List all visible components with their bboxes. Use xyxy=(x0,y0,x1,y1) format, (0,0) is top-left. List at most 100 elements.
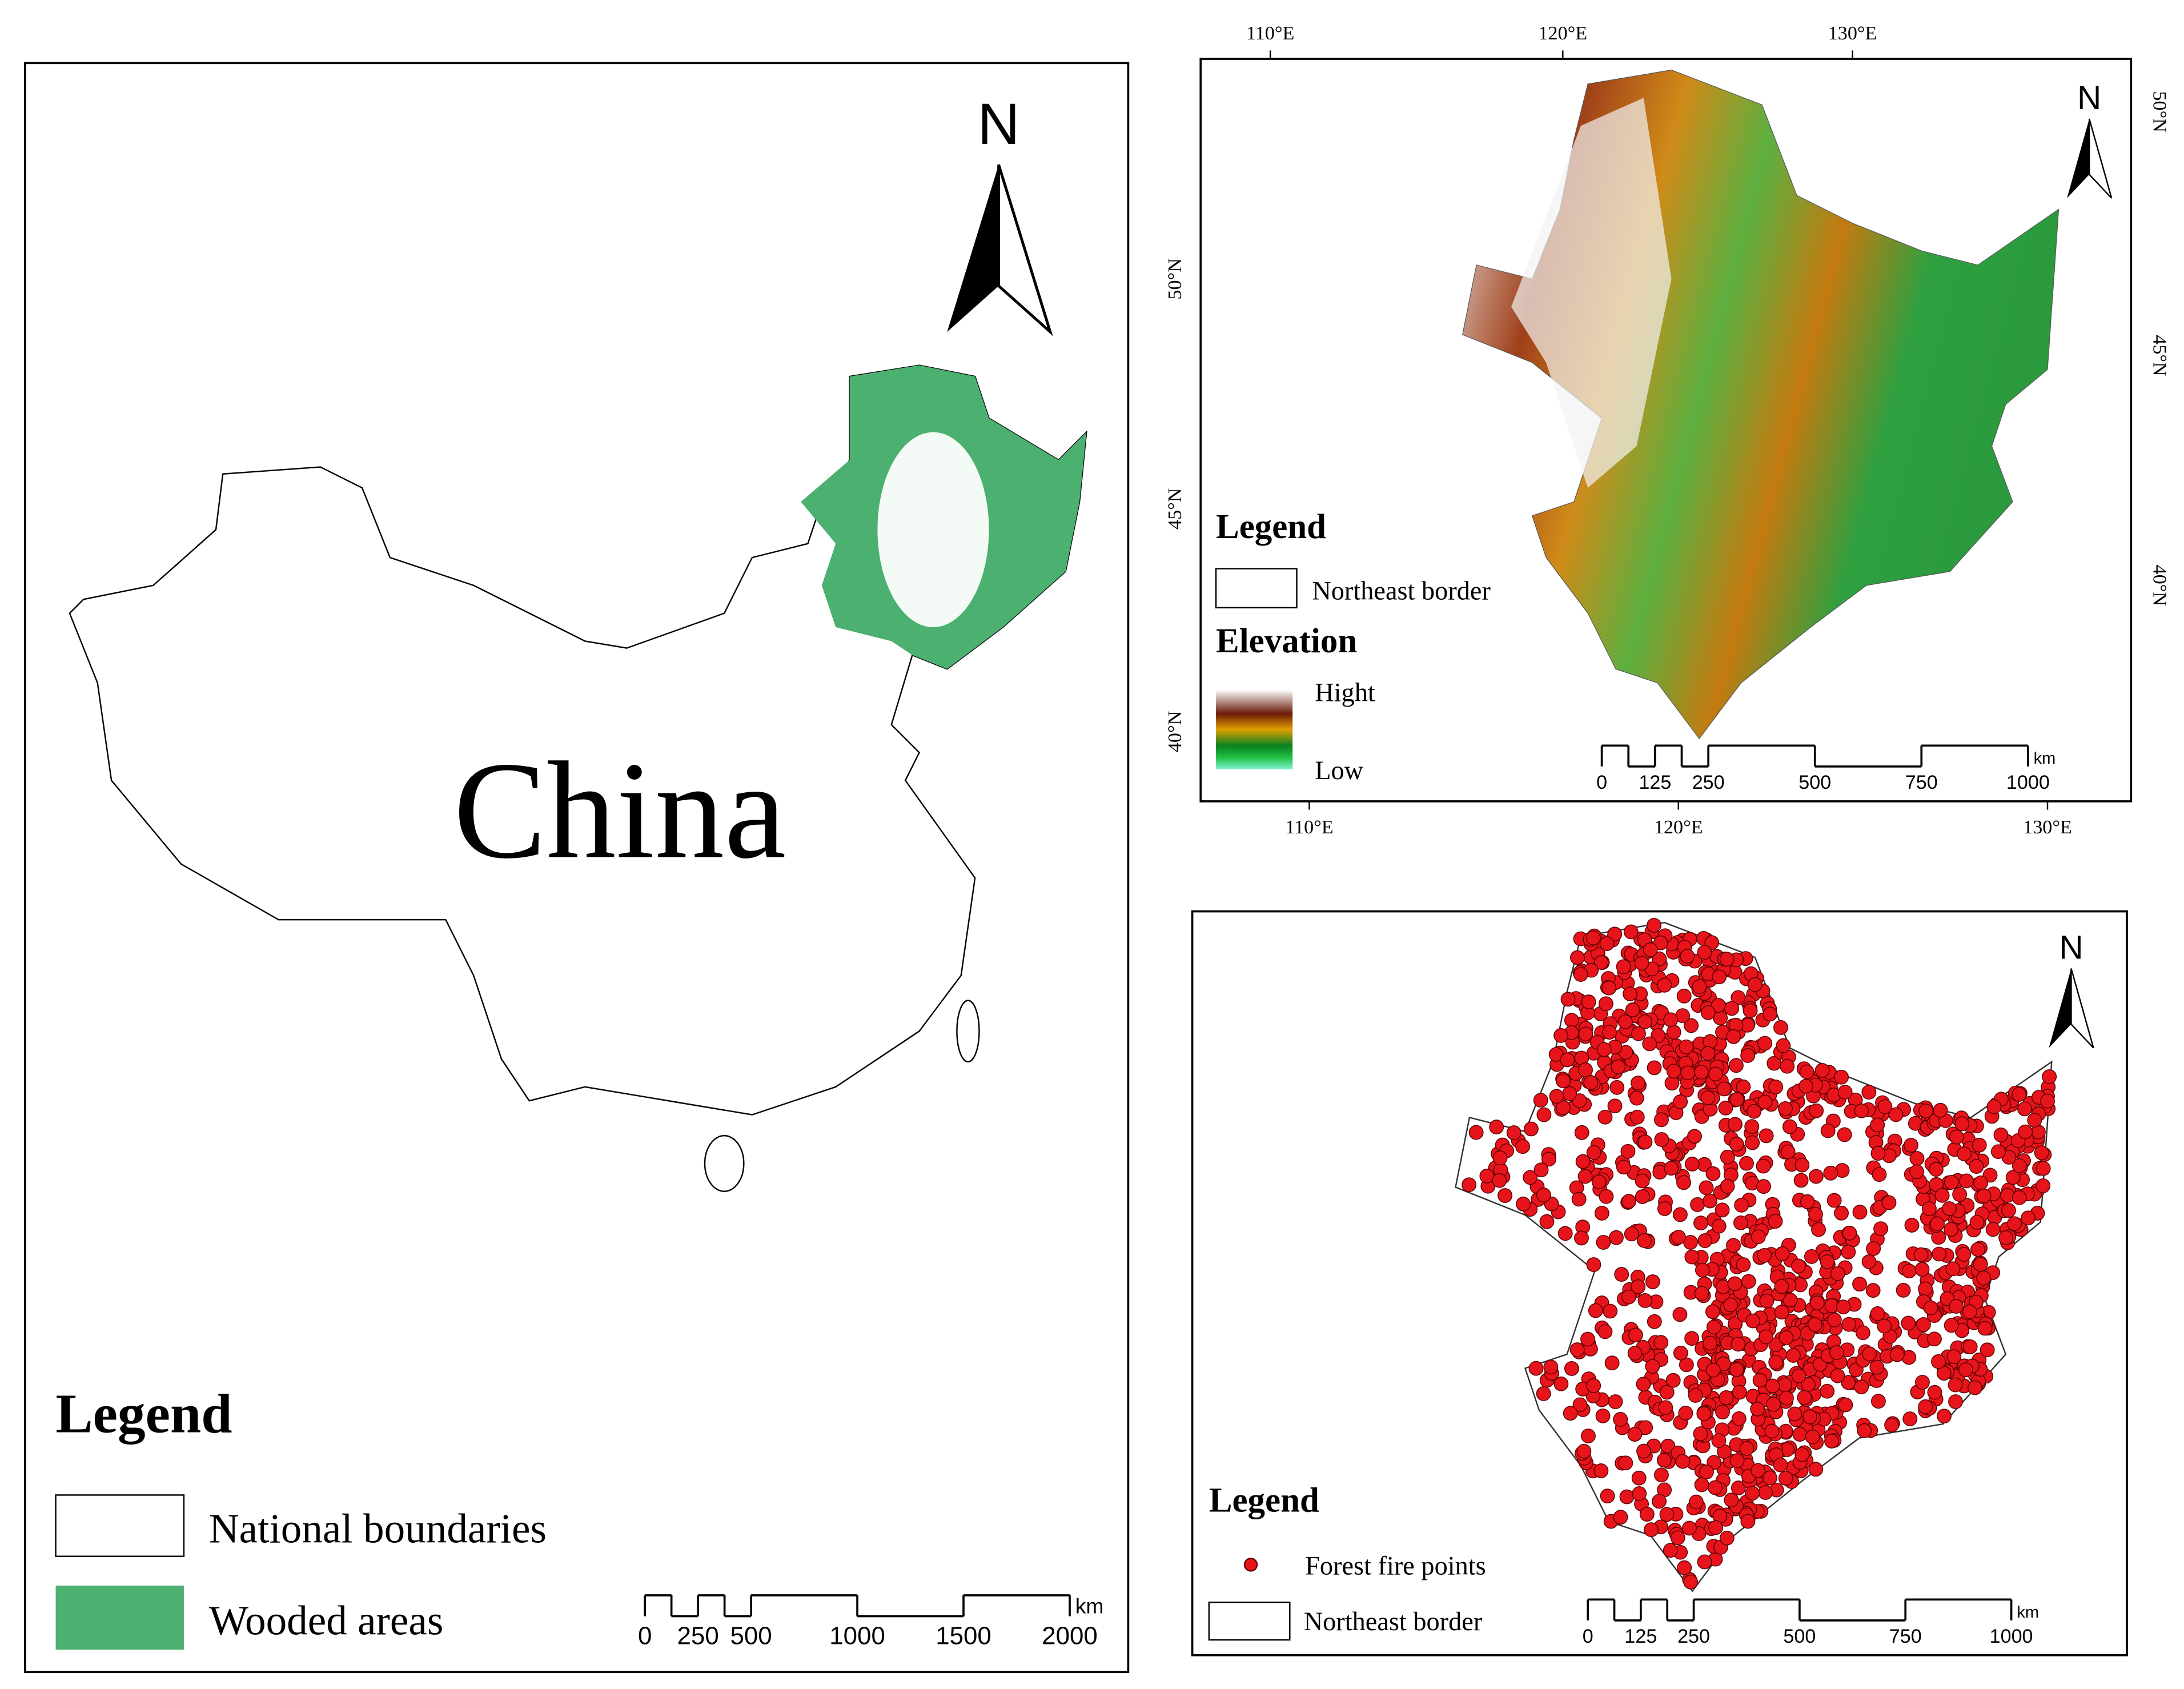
fire-point xyxy=(2018,1124,2033,1140)
scale-label: 750 xyxy=(1889,1626,1922,1647)
fire-point xyxy=(1619,1489,1635,1505)
elevation-low: Low xyxy=(1315,756,1363,785)
fire-point xyxy=(1792,1427,1808,1442)
legend-title: Legend xyxy=(1209,1482,1319,1520)
fire-point xyxy=(1719,1530,1735,1546)
fire-point xyxy=(1506,1125,1521,1141)
fire-point xyxy=(1759,1128,1774,1144)
fire-point xyxy=(1787,1406,1802,1422)
fire-point xyxy=(1923,1300,1938,1315)
fire-point xyxy=(1977,1321,1993,1336)
fire-point xyxy=(1768,1337,1784,1353)
fire-point xyxy=(1647,1314,1662,1329)
fire-point xyxy=(1683,1574,1699,1590)
fire-point xyxy=(1604,1355,1620,1371)
fire-point xyxy=(1468,1125,1484,1140)
fire-point xyxy=(1574,1125,1589,1140)
fire-point xyxy=(1785,1348,1801,1363)
lat-label: 45°N xyxy=(1165,488,1186,529)
fire-point xyxy=(1636,1443,1651,1459)
fire-point xyxy=(1719,1390,1734,1405)
fire-point xyxy=(1972,1137,1987,1153)
fire-point xyxy=(1930,1216,1945,1231)
legend-label: Wooded areas xyxy=(209,1597,444,1643)
fire-point xyxy=(1696,1406,1712,1421)
highland xyxy=(1511,98,1672,488)
legend-title: Legend xyxy=(1216,508,1326,546)
fire-point xyxy=(1791,1368,1806,1383)
fire-point xyxy=(1611,1059,1626,1074)
fire-point xyxy=(1743,1003,1758,1018)
fire-point xyxy=(1556,1073,1571,1089)
fire-point xyxy=(1556,1100,1571,1116)
fire-point xyxy=(1684,1331,1700,1346)
fire-point xyxy=(1774,1305,1789,1320)
fire-point xyxy=(1586,1257,1601,1272)
fire-point xyxy=(1684,1018,1699,1033)
fire-point xyxy=(1560,992,1576,1007)
fire-point xyxy=(1957,1146,1972,1162)
fire-point xyxy=(1629,1109,1645,1125)
fire-point xyxy=(1877,1099,1893,1114)
fire-point xyxy=(1969,1214,1985,1230)
fire-point xyxy=(1664,1161,1679,1176)
scale-label: 500 xyxy=(1798,772,1831,793)
fire-point xyxy=(1758,1485,1773,1500)
north-arrow xyxy=(2070,968,2094,1049)
fire-point xyxy=(1636,1377,1651,1392)
fire-point xyxy=(1959,1173,1974,1189)
graticule-labels: 110°E 120°E 130°E 110°E 120°E 130°E 50°N 45°N 40… xyxy=(1165,23,2170,838)
fire-point xyxy=(1673,1094,1688,1109)
fire-point xyxy=(1621,1194,1636,1209)
fire-point xyxy=(1731,990,1746,1005)
fire-point xyxy=(1593,1463,1609,1478)
scale-label: 125 xyxy=(1639,772,1671,793)
fire-point xyxy=(1621,1289,1636,1305)
fire-point xyxy=(1699,1464,1714,1479)
scale-label: 500 xyxy=(730,1622,772,1650)
fire-point xyxy=(1888,1107,1904,1122)
fire-point xyxy=(1993,1128,2009,1142)
fire-point xyxy=(1976,1188,1992,1203)
fire-point xyxy=(2034,1145,2049,1161)
fire-point xyxy=(1720,1179,1735,1194)
fire-point xyxy=(1523,1170,1538,1185)
fire-point xyxy=(1687,1129,1702,1144)
north-label: N xyxy=(2059,929,2083,966)
fire-point xyxy=(1944,1318,1959,1333)
fire-point xyxy=(1694,1477,1709,1493)
fire-point xyxy=(1595,1408,1611,1423)
fire-point xyxy=(1675,1454,1691,1469)
fire-point xyxy=(1726,1238,1741,1253)
fire-point xyxy=(1699,1180,1714,1195)
fire-point xyxy=(1740,1048,1756,1063)
fire-point xyxy=(2001,1203,2016,1218)
fire-point xyxy=(1689,1494,1704,1510)
fire-point xyxy=(1773,1457,1788,1473)
legend-swatch xyxy=(55,1494,185,1557)
fire-point xyxy=(1782,1293,1798,1307)
fire-point xyxy=(1780,1058,1795,1074)
fire-point xyxy=(1814,1063,1830,1078)
fire-point xyxy=(1597,1109,1613,1125)
fire-point xyxy=(1937,1409,1952,1424)
fire-point xyxy=(1609,1080,1625,1095)
fire-point xyxy=(1680,949,1695,964)
fire-point xyxy=(1724,1493,1739,1508)
fire-point xyxy=(1970,1242,1985,1257)
fire-point xyxy=(1692,979,1707,994)
fire-point xyxy=(1909,1151,1925,1166)
scale-label: 2000 xyxy=(1042,1622,1098,1650)
fire-point xyxy=(1729,1137,1744,1152)
fire-point xyxy=(1854,1103,1869,1118)
fire-point xyxy=(1809,1295,1825,1311)
lon-label: 110°E xyxy=(1285,817,1333,838)
fire-point xyxy=(1562,1086,1577,1101)
fire-point xyxy=(1716,1081,1732,1097)
fire-point xyxy=(1569,1342,1585,1357)
fire-point xyxy=(1657,1201,1672,1216)
fire-point xyxy=(1945,1261,1961,1277)
north-arrow xyxy=(997,164,1053,336)
fire-point xyxy=(1922,1201,1937,1216)
fire-point xyxy=(1563,1406,1578,1421)
